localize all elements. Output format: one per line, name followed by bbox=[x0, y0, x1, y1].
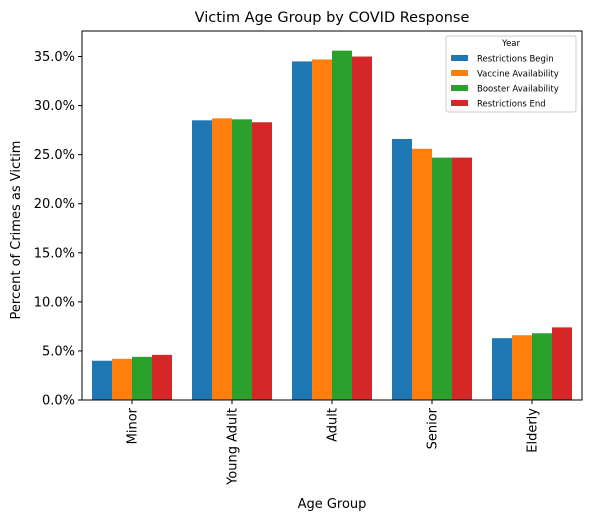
legend-title: Year bbox=[501, 39, 521, 49]
y-tick-label: 30.0% bbox=[34, 99, 75, 114]
legend-entry-label: Restrictions Begin bbox=[477, 55, 554, 65]
bar-minor-1 bbox=[92, 360, 112, 400]
legend-swatch bbox=[451, 100, 468, 106]
bar-elderly-4 bbox=[552, 327, 572, 400]
bar-elderly-2 bbox=[512, 335, 532, 400]
legend: Year Restrictions Begin Vaccine Availabili… bbox=[445, 35, 577, 113]
bar-adult-4 bbox=[352, 56, 372, 401]
bar-adult-1 bbox=[292, 61, 312, 401]
y-tick-label: 5.0% bbox=[42, 344, 75, 359]
legend-swatch bbox=[451, 55, 468, 61]
bar-young-adult-1 bbox=[192, 120, 212, 400]
plot-area: 0.0% 5.0% 10.0% 15.0% 20.0% 25.0% 30.0% 35.0% Mi… bbox=[34, 30, 583, 486]
y-tick-label: 0.0% bbox=[42, 394, 75, 409]
bar-senior-1 bbox=[392, 138, 412, 400]
bar-minor-4 bbox=[152, 354, 172, 400]
y-tick-label: 20.0% bbox=[34, 197, 75, 212]
legend-swatch bbox=[451, 85, 468, 91]
bar-elderly-1 bbox=[492, 338, 512, 400]
y-tick-label: 10.0% bbox=[34, 295, 75, 310]
bar-young-adult-3 bbox=[232, 119, 252, 400]
legend-swatch bbox=[451, 70, 468, 76]
legend-entry-label: Booster Availability bbox=[477, 85, 559, 95]
x-tick-label: Young Adult bbox=[226, 408, 241, 486]
bar-senior-2 bbox=[412, 148, 432, 400]
x-axis-label: Age Group bbox=[298, 497, 367, 512]
bar-young-adult-2 bbox=[212, 118, 232, 400]
x-tick-label: Minor bbox=[126, 407, 141, 444]
y-tick-label: 25.0% bbox=[34, 148, 75, 163]
bar-senior-4 bbox=[452, 157, 472, 400]
bar-adult-3 bbox=[332, 50, 352, 400]
legend-entry-label: Vaccine Availability bbox=[477, 70, 559, 80]
y-tick-label: 35.0% bbox=[34, 50, 75, 65]
legend-entry-label: Restrictions End bbox=[477, 100, 546, 110]
chart-title: Victim Age Group by COVID Response bbox=[195, 10, 470, 26]
bar-young-adult-4 bbox=[252, 122, 272, 401]
y-axis-label: Percent of Crimes as Victim bbox=[9, 141, 24, 320]
x-tick-label: Adult bbox=[326, 408, 341, 442]
x-tick-label: Senior bbox=[426, 407, 441, 449]
x-tick-label: Elderly bbox=[526, 408, 541, 453]
y-tick-label: 15.0% bbox=[34, 246, 75, 261]
bar-adult-2 bbox=[312, 59, 332, 401]
bar-minor-3 bbox=[132, 356, 152, 400]
bar-minor-2 bbox=[112, 358, 132, 400]
bar-elderly-3 bbox=[532, 333, 552, 400]
bar-senior-3 bbox=[432, 157, 452, 400]
legend-box bbox=[445, 35, 577, 113]
